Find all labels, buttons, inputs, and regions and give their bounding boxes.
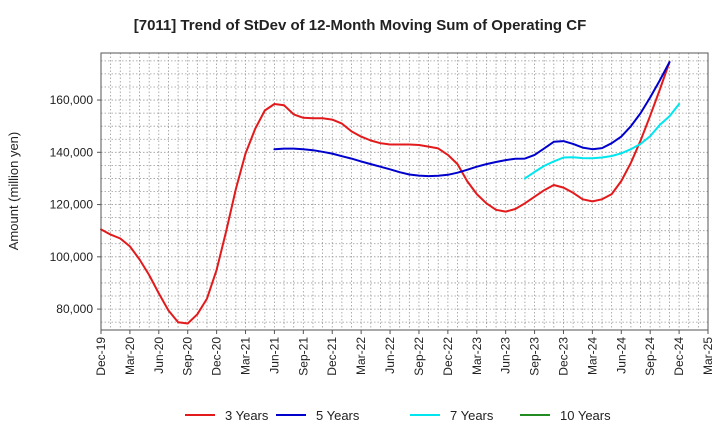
legend-label: 10 Years (560, 408, 611, 423)
series-lines (100, 61, 681, 325)
plot-area-frame (100, 52, 709, 331)
chart-title: [7011] Trend of StDev of 12-Month Moving… (134, 17, 587, 34)
y-axis-ticks: 80,000 100,000 120,000 140,000 160,000 (50, 93, 101, 316)
x-tick-label: Mar-25 (701, 337, 715, 375)
x-tick-label: Mar-24 (585, 337, 599, 375)
series-line (273, 61, 671, 178)
x-tick-label: Mar-20 (123, 337, 137, 375)
x-tick-label: Dec-20 (210, 337, 224, 376)
x-tick-label: Sep-22 (412, 337, 426, 376)
y-tick-label: 100,000 (50, 250, 94, 264)
y-tick-label: 80,000 (56, 302, 93, 316)
x-tick-label: Mar-22 (354, 337, 368, 375)
x-tick-label: Jun-21 (267, 337, 281, 374)
x-tick-label: Mar-23 (470, 337, 484, 375)
x-axis-ticks: Dec-19 Mar-20 Jun-20 Sep-20 Dec-20 Mar-21 Jun-… (94, 330, 715, 376)
x-tick-label: Sep-23 (528, 337, 542, 376)
x-tick-label: Jun-24 (614, 337, 628, 374)
x-tick-label: Sep-21 (296, 337, 310, 376)
series-line (100, 61, 671, 325)
grid-lines (101, 53, 708, 330)
x-tick-label: Dec-21 (325, 337, 339, 376)
x-tick-label: Mar-21 (239, 337, 253, 375)
series-line (523, 103, 681, 180)
y-tick-label: 120,000 (50, 198, 94, 212)
x-tick-label: Jun-20 (152, 337, 166, 374)
y-axis-label: Amount (million yen) (6, 132, 21, 251)
x-tick-label: Dec-19 (94, 337, 108, 376)
y-tick-label: 160,000 (50, 93, 94, 107)
x-tick-label: Dec-22 (441, 337, 455, 376)
x-tick-label: Dec-23 (556, 337, 570, 376)
x-tick-label: Dec-24 (672, 337, 686, 376)
legend-label: 5 Years (316, 408, 360, 423)
x-tick-label: Jun-23 (499, 337, 513, 374)
legend-label: 3 Years (225, 408, 269, 423)
y-tick-label: 140,000 (50, 145, 94, 159)
legend-label: 7 Years (450, 408, 494, 423)
legend: 3 Years 5 Years 7 Years 10 Years (185, 408, 611, 423)
x-tick-label: Sep-20 (181, 337, 195, 376)
x-tick-label: Jun-22 (383, 337, 397, 374)
x-tick-label: Sep-24 (643, 337, 657, 376)
